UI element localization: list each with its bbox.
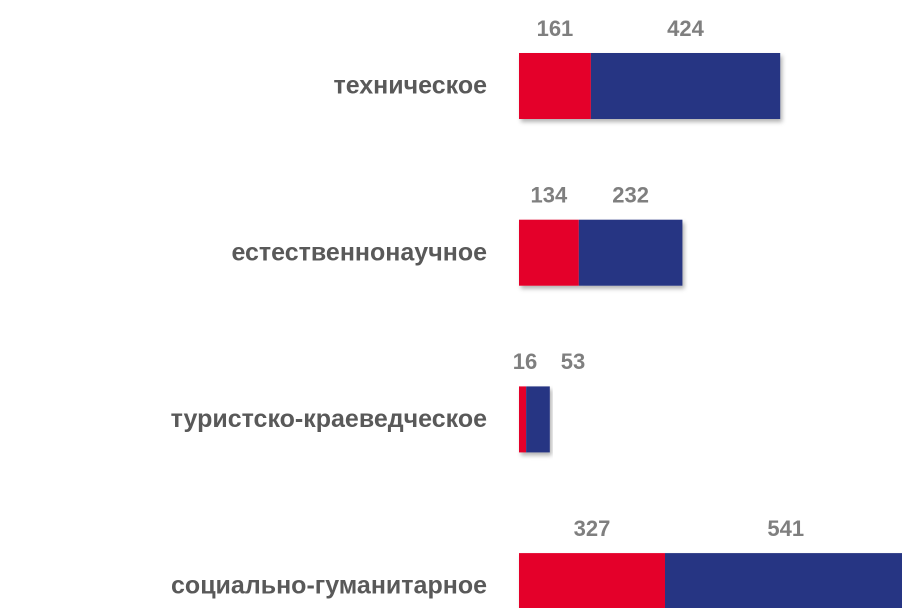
- value-label: 16: [513, 349, 537, 374]
- category-label: туристско-краеведческое: [171, 405, 487, 433]
- bar-stack: [519, 219, 683, 286]
- bar-segment: [590, 53, 781, 119]
- value-label: 232: [612, 183, 649, 208]
- bar-segment: [526, 386, 550, 453]
- value-label: 53: [561, 349, 585, 374]
- bar-segment: [519, 53, 591, 119]
- bar-segment: [578, 219, 683, 286]
- bar-stack: [519, 386, 550, 453]
- bar-segment: [519, 219, 579, 286]
- value-label: 424: [667, 16, 704, 41]
- bar-stack: [519, 553, 902, 608]
- bar-segment: [519, 386, 527, 453]
- bar-stack: [519, 53, 781, 119]
- value-label: 541: [767, 516, 804, 541]
- value-label: 327: [574, 516, 611, 541]
- bar-segment: [665, 553, 902, 608]
- bar-segment: [519, 553, 666, 608]
- category-label: социально-гуманитарное: [171, 572, 487, 600]
- value-label: 134: [531, 183, 568, 208]
- category-label: естественнонаучное: [231, 238, 487, 266]
- value-label: 161: [537, 16, 574, 41]
- category-label: техническое: [333, 72, 487, 100]
